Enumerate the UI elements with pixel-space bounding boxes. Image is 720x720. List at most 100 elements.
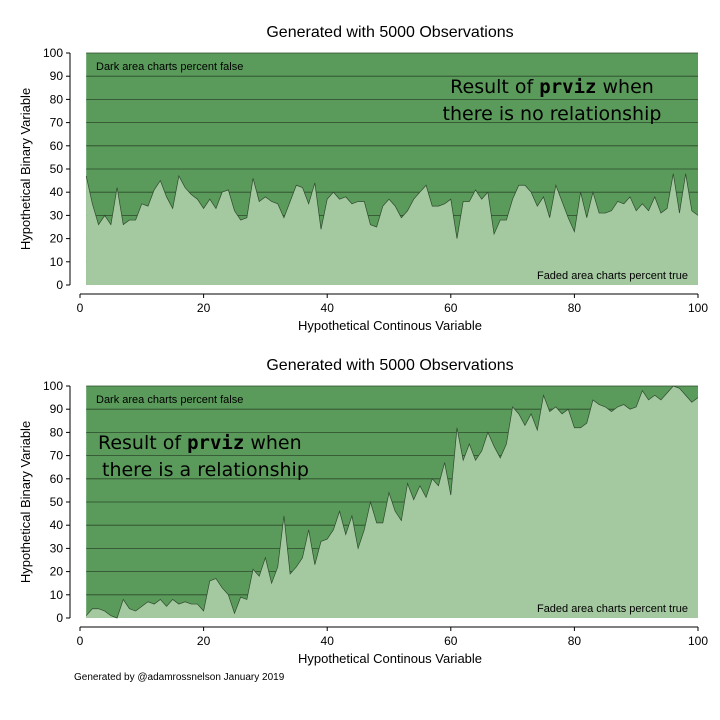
- data-point: [160, 599, 161, 600]
- x-tick-label: 80: [568, 301, 582, 315]
- data-point: [660, 212, 661, 213]
- data-point: [636, 210, 637, 211]
- note-code: prviz: [539, 76, 596, 98]
- data-point: [222, 192, 223, 193]
- data-point: [487, 192, 488, 193]
- data-point: [531, 192, 532, 193]
- y-tick-label: 0: [56, 611, 63, 625]
- data-point: [685, 395, 686, 396]
- data-point: [568, 217, 569, 218]
- chart-title: Generated with 5000 Observations: [266, 357, 513, 374]
- y-tick-label: 10: [50, 588, 64, 602]
- data-point: [104, 215, 105, 216]
- data-point: [592, 399, 593, 400]
- data-point: [555, 406, 556, 407]
- data-point: [524, 425, 525, 426]
- data-point: [500, 219, 501, 220]
- data-point: [141, 606, 142, 607]
- y-tick-label: 50: [50, 495, 64, 509]
- y-tick-label: 70: [50, 116, 64, 130]
- data-point: [605, 212, 606, 213]
- data-point: [456, 427, 457, 428]
- data-point: [129, 219, 130, 220]
- data-point: [611, 210, 612, 211]
- data-point: [271, 583, 272, 584]
- dark-area-annotation: Dark area charts percent false: [96, 61, 243, 73]
- data-point: [413, 199, 414, 200]
- data-point: [673, 385, 674, 386]
- data-point: [129, 608, 130, 609]
- y-tick-label: 40: [50, 518, 64, 532]
- data-point: [246, 599, 247, 600]
- y-tick-label: 20: [50, 232, 64, 246]
- note-line-2: there is no relationship: [443, 103, 662, 125]
- data-point: [481, 199, 482, 200]
- data-point: [642, 390, 643, 391]
- data-point: [209, 580, 210, 581]
- data-point: [654, 395, 655, 396]
- data-point: [345, 196, 346, 197]
- data-point: [197, 199, 198, 200]
- y-axis-label: Hypothetical Binary Variable: [18, 88, 33, 250]
- data-point: [580, 192, 581, 193]
- faded-area: [86, 173, 699, 285]
- y-tick-label: 90: [50, 69, 64, 83]
- data-point: [617, 201, 618, 202]
- data-point: [382, 522, 383, 523]
- data-point: [679, 388, 680, 389]
- data-point: [358, 548, 359, 549]
- data-point: [388, 492, 389, 493]
- x-axis-label: Hypothetical Continous Variable: [298, 651, 482, 666]
- data-point: [172, 599, 173, 600]
- data-point: [512, 406, 513, 407]
- data-point: [524, 185, 525, 186]
- data-point: [116, 187, 117, 188]
- x-tick-label: 40: [321, 301, 335, 315]
- data-point: [339, 511, 340, 512]
- data-point: [617, 406, 618, 407]
- data-point: [351, 203, 352, 204]
- data-point: [123, 224, 124, 225]
- data-point: [574, 427, 575, 428]
- data-point: [116, 617, 117, 618]
- data-point: [685, 173, 686, 174]
- y-tick-label: 40: [50, 185, 64, 199]
- data-point: [518, 185, 519, 186]
- data-point: [222, 587, 223, 588]
- data-point: [401, 217, 402, 218]
- data-point: [500, 457, 501, 458]
- data-point: [277, 566, 278, 567]
- data-point: [654, 196, 655, 197]
- data-point: [667, 208, 668, 209]
- data-point: [580, 427, 581, 428]
- data-point: [531, 413, 532, 414]
- y-tick-label: 50: [50, 162, 64, 176]
- data-point: [98, 608, 99, 609]
- data-point: [512, 199, 513, 200]
- data-point: [240, 219, 241, 220]
- data-point: [444, 462, 445, 463]
- data-point: [537, 429, 538, 430]
- data-point: [296, 185, 297, 186]
- y-tick-label: 100: [43, 46, 63, 60]
- data-point: [246, 217, 247, 218]
- data-point: [290, 201, 291, 202]
- data-point: [568, 409, 569, 410]
- data-point: [327, 539, 328, 540]
- data-point: [240, 597, 241, 598]
- y-tick-label: 20: [50, 565, 64, 579]
- data-point: [86, 615, 87, 616]
- data-point: [296, 566, 297, 567]
- x-tick-label: 40: [321, 634, 335, 648]
- note-line-1: Result of prviz when: [98, 432, 302, 454]
- data-point: [475, 189, 476, 190]
- data-point: [259, 201, 260, 202]
- data-point: [425, 497, 426, 498]
- data-point: [549, 217, 550, 218]
- y-tick-label: 30: [50, 541, 64, 555]
- data-point: [592, 192, 593, 193]
- data-point: [450, 494, 451, 495]
- data-point: [599, 212, 600, 213]
- data-point: [314, 182, 315, 183]
- data-point: [487, 432, 488, 433]
